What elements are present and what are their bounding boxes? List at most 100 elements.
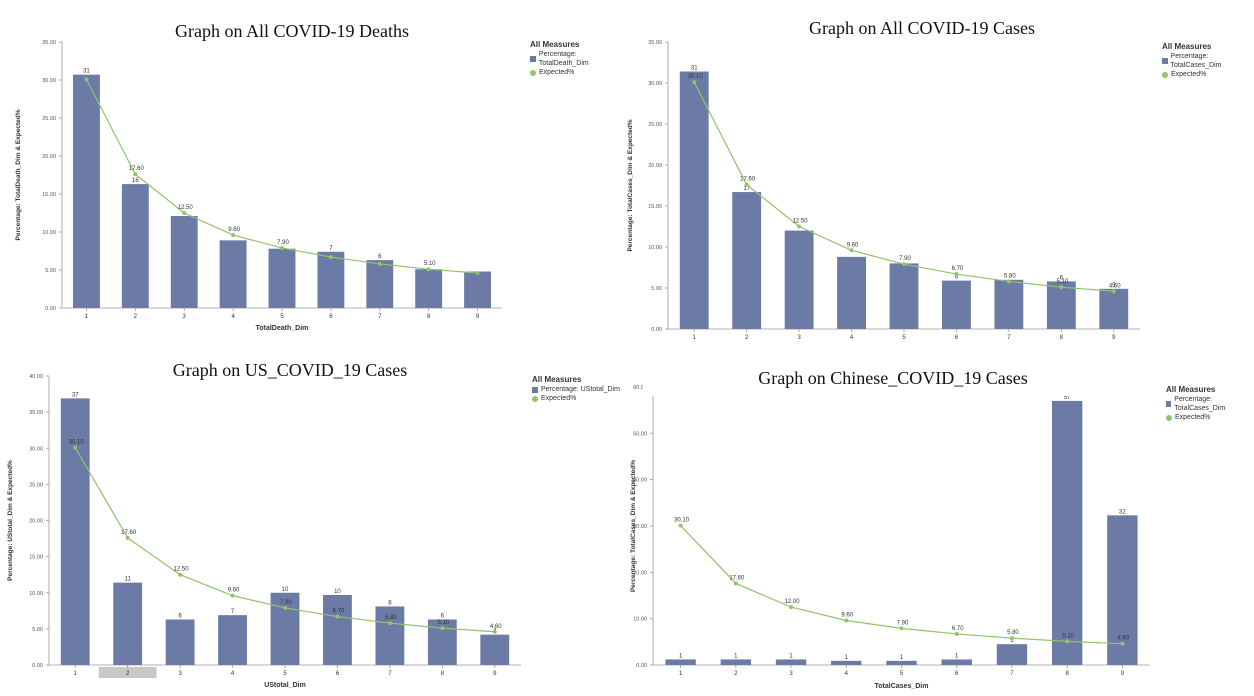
bar (775, 659, 807, 665)
expected-point (335, 614, 340, 619)
bar (732, 192, 762, 329)
legend-item-bar[interactable]: Percentage: UStotal_Dim (532, 385, 620, 394)
line-data-label: 7.90 (897, 620, 909, 626)
bar-data-label: 31 (691, 66, 698, 72)
expected-point (1006, 279, 1011, 284)
bar (1046, 281, 1076, 329)
bar-data-label: 17 (743, 186, 750, 192)
bar (720, 659, 752, 665)
expected-point (1009, 636, 1014, 641)
legend-title: All Measures (1166, 385, 1216, 394)
bar (1051, 400, 1083, 665)
expected-point (797, 224, 802, 229)
bar (831, 660, 862, 665)
legend-item-line[interactable]: Expected% (1166, 413, 1254, 422)
bar-swatch-icon (1162, 58, 1168, 64)
bar (942, 280, 971, 329)
bar-data-label: 57 (1064, 395, 1071, 401)
legend-label: Expected% (539, 69, 575, 76)
x-tick-label: 1 (85, 314, 89, 320)
legend-label: Percentage: UStotal_Dim (541, 386, 620, 393)
expected-point (849, 248, 854, 253)
line-data-label: 12.50 (793, 219, 809, 225)
bar-data-label: 5 (1112, 283, 1116, 289)
x-tick-label: 6 (336, 671, 340, 677)
legend-item-line[interactable]: Expected% (530, 68, 627, 77)
x-tick-label: 5 (280, 314, 284, 320)
chart-legend[interactable]: All Measures Percentage: TotalDeath_Dim … (530, 40, 627, 77)
line-data-label: 12.00 (785, 599, 801, 605)
bar (270, 592, 300, 665)
bar-swatch-icon (532, 386, 538, 393)
bar (665, 659, 696, 665)
x-tick-label: 3 (797, 335, 801, 341)
legend-item-line[interactable]: Expected% (532, 394, 620, 403)
bar (886, 660, 917, 665)
line-data-label: 4.60 (490, 624, 502, 630)
y-tick-label: 25.00 (29, 482, 43, 488)
x-axis-label: TotalDeath_Dim (256, 325, 309, 332)
line-data-label: 7.90 (280, 600, 292, 606)
expected-point (475, 271, 480, 276)
expected-point (1065, 639, 1070, 644)
bar (317, 251, 345, 308)
chart-panel-us-cases: 0.00 5.00 10.00 15.00 20.00 25.00 30.00 35.00 40… (0, 348, 627, 696)
bar (679, 71, 709, 330)
line-data-label: 17.60 (740, 177, 756, 183)
chart-legend[interactable]: All Measures Percentage: UStotal_Dim Exp… (532, 375, 620, 403)
chart-panel-deaths: 0.00 5.00 10.00 15.00 20.00 25.00 30.00 35.00 31… (0, 0, 627, 348)
y-tick-label: 30.00 (42, 78, 56, 84)
bar-swatch-icon (530, 56, 536, 62)
y-tick-label: 25.00 (42, 116, 56, 122)
bar-data-label: 7 (329, 246, 333, 252)
chart-legend[interactable]: All Measures Percentage: TotalCases_Dim … (1166, 385, 1254, 422)
legend-label: Expected% (1171, 71, 1207, 78)
y-tick-label: 5.00 (32, 627, 43, 633)
y-tick-label: 20.00 (648, 163, 662, 169)
legend-item-line[interactable]: Expected% (1162, 70, 1254, 79)
bar (113, 582, 143, 665)
expected-point (426, 267, 431, 272)
expected-point (844, 618, 849, 623)
x-tick-label: 7 (1010, 671, 1014, 677)
line-data-label: 5.80 (1004, 273, 1016, 279)
y-tick-label: 0.00 (32, 663, 43, 669)
line-data-label: 6.70 (952, 266, 964, 272)
y-tick-label: 5.00 (651, 286, 662, 292)
x-tick-label: 2 (126, 671, 130, 677)
line-data-label: 12.50 (174, 567, 190, 573)
expected-point (692, 80, 697, 85)
y-axis-label: Percentage: TotalCases_Dim & Expected% (630, 460, 637, 592)
chart-legend[interactable]: All Measures Percentage: TotalCases_Dim … (1162, 42, 1254, 79)
legend-item-bar[interactable]: Percentage: TotalCases_Dim (1166, 395, 1254, 413)
line-data-label: 5.10 (1056, 279, 1068, 285)
chart-deaths: 0.005.0010.0015.0020.0025.0030.0035.0031… (15, 40, 502, 332)
expected-point (73, 445, 78, 450)
expected-point (954, 631, 959, 636)
bar-swatch-icon (1166, 401, 1172, 407)
line-data-label: 6.70 (333, 609, 345, 615)
expected-point (387, 621, 392, 626)
bar-data-label: 8 (388, 600, 392, 606)
expected-point (133, 172, 138, 177)
legend-item-bar[interactable]: Percentage: TotalDeath_Dim (530, 50, 627, 68)
expected-point (440, 626, 445, 631)
expected-point (178, 572, 183, 577)
y-tick-label: 0.00 (651, 327, 662, 333)
y-tick-label: 40.00 (29, 374, 43, 380)
x-tick-label: 4 (850, 335, 854, 341)
x-tick-label: 8 (1060, 335, 1064, 341)
y-axis-label: Percentage: TotalDeath_Dim & Expected% (15, 109, 22, 240)
line-data-label: 30.10 (69, 440, 85, 446)
bar (415, 269, 443, 308)
expected-point (1059, 285, 1064, 290)
selected-category-highlight (98, 667, 157, 678)
y-tick-label: 30.00 (29, 446, 43, 452)
bar (121, 184, 149, 308)
bar (464, 271, 491, 308)
legend-item-bar[interactable]: Percentage: TotalCases_Dim (1162, 52, 1254, 70)
y-tick-label: 40.00 (633, 478, 647, 484)
expected-point (230, 593, 235, 598)
chart-panel-chinese-cases: 0.00 10.00 20.00 30.00 40.00 50.00 60.00 1 1 1 1 1 1… (627, 348, 1254, 696)
bar (218, 615, 247, 665)
